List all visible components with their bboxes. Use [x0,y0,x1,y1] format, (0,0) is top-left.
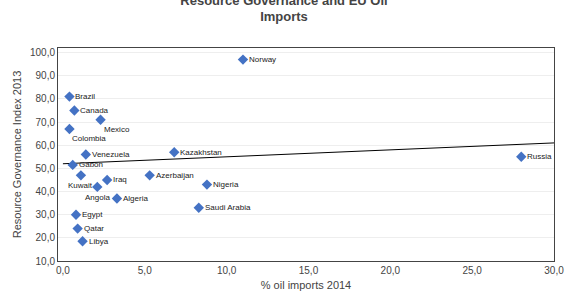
svg-text:Iraq: Iraq [113,175,127,184]
svg-text:Canada: Canada [80,106,109,115]
svg-text:0,0: 0,0 [56,265,70,276]
svg-text:40,0: 40,0 [36,186,56,197]
svg-text:Qatar: Qatar [84,224,104,233]
svg-text:30,0: 30,0 [36,209,56,220]
svg-text:Egypt: Egypt [82,210,103,219]
svg-text:Kazakhstan: Kazakhstan [180,148,222,157]
svg-text:30,0: 30,0 [544,265,564,276]
svg-text:20,0: 20,0 [381,265,401,276]
svg-text:Angola: Angola [85,193,110,202]
svg-text:50,0: 50,0 [36,163,56,174]
svg-text:Gabon: Gabon [79,160,103,169]
svg-text:Resource Governance and EU Oil: Resource Governance and EU OilImports [180,0,387,24]
svg-text:Mexico: Mexico [104,125,130,134]
svg-text:Norway: Norway [249,55,276,64]
svg-text:10,0: 10,0 [36,256,56,267]
svg-text:Kuwait: Kuwait [68,181,93,190]
svg-text:Brazil: Brazil [75,92,95,101]
svg-text:70,0: 70,0 [36,117,56,128]
svg-text:20,0: 20,0 [36,232,56,243]
svg-text:Colombia: Colombia [72,134,106,143]
svg-text:Algeria: Algeria [123,194,148,203]
svg-text:5,0: 5,0 [138,265,152,276]
svg-text:Libya: Libya [89,237,109,246]
svg-text:Nigeria: Nigeria [213,180,239,189]
svg-text:Russia: Russia [527,152,552,161]
svg-text:100,0: 100,0 [30,47,55,58]
svg-text:Saudi Arabia: Saudi Arabia [205,203,251,212]
svg-text:60,0: 60,0 [36,140,56,151]
svg-text:Azerbaijan: Azerbaijan [156,171,194,180]
svg-text:10,0: 10,0 [217,265,237,276]
svg-text:% oil imports 2014: % oil imports 2014 [261,279,352,291]
svg-text:Venezuela: Venezuela [92,150,130,159]
svg-text:15,0: 15,0 [299,265,319,276]
svg-text:Resource Governance Index 2013: Resource Governance Index 2013 [11,71,23,239]
svg-text:25,0: 25,0 [462,265,482,276]
svg-text:80,0: 80,0 [36,93,56,104]
svg-text:90,0: 90,0 [36,70,56,81]
